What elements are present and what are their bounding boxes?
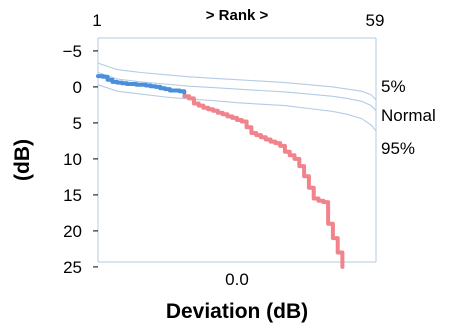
y-tick-label: 25: [63, 258, 82, 277]
y-tick-label: 15: [63, 186, 82, 205]
rank-axis-title: > Rank >: [206, 7, 269, 24]
rank-end-label: 59: [366, 11, 385, 30]
reference-curves: [97, 62, 377, 132]
y-axis-title: (dB): [11, 139, 34, 181]
y-tick-label: 0: [73, 78, 82, 97]
ref-label-95pct: 95%: [381, 139, 415, 158]
y-tick-label: 5: [73, 114, 82, 133]
ref-label-normal: Normal: [381, 106, 436, 125]
ref-label-5pct: 5%: [381, 77, 406, 96]
rank-start-label: 1: [92, 11, 101, 30]
x-axis-title: Deviation (dB): [166, 300, 308, 323]
y-axis-ticks: −5 0 5 10 15 20 25: [63, 42, 98, 277]
series-blue-line: [96, 74, 187, 95]
y-tick-label: −5: [63, 42, 82, 61]
data-series: [96, 74, 345, 269]
reference-curve-95pct: [97, 84, 377, 132]
series-red-line: [182, 94, 345, 269]
x-tick-label: 0.0: [225, 270, 249, 289]
y-tick-label: 20: [63, 222, 82, 241]
reference-curve-normal: [97, 71, 377, 112]
reference-curve-5pct: [97, 62, 377, 101]
y-tick-label: 10: [63, 150, 82, 169]
plot-frame: [97, 37, 377, 263]
